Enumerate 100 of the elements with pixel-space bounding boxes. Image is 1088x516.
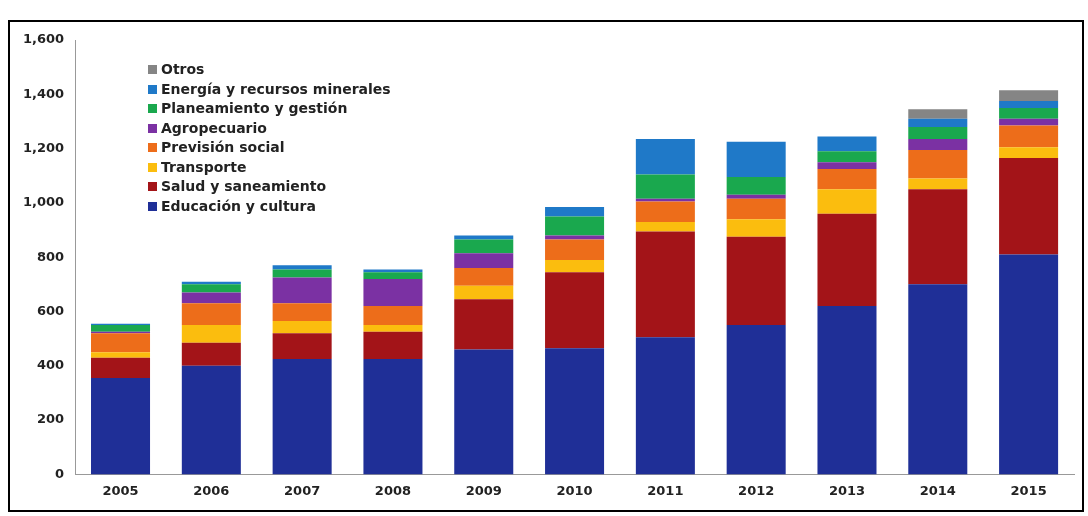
x-tick-label: 2005 (102, 482, 139, 498)
bar (817, 136, 877, 152)
bar (908, 109, 968, 119)
bar (181, 342, 241, 366)
bar (545, 206, 605, 217)
y-tick-label: 0 (55, 465, 65, 481)
bar (908, 178, 968, 190)
bar (454, 239, 514, 254)
bar (908, 118, 968, 127)
bar (635, 198, 695, 202)
bar (908, 126, 968, 140)
x-tick-label: 2009 (465, 482, 502, 498)
bar (999, 90, 1059, 102)
bar (545, 239, 605, 260)
bar (363, 269, 423, 273)
bar (726, 236, 786, 326)
bar (454, 268, 514, 286)
bar (272, 265, 332, 270)
bar (91, 333, 151, 353)
bar (363, 325, 423, 332)
bar (181, 284, 241, 293)
y-tick-label: 1,200 (23, 139, 65, 155)
bar (545, 216, 605, 236)
bar (363, 278, 423, 307)
x-tick-label: 2014 (919, 482, 956, 498)
bar (454, 299, 514, 350)
bar (635, 337, 695, 475)
bar (454, 285, 514, 300)
legend-label: Salud y saneamiento (161, 177, 327, 196)
y-tick-label: 200 (36, 411, 65, 427)
legend-label: Agropecuario (161, 118, 267, 138)
x-tick-label: 2008 (374, 482, 412, 498)
bar (726, 325, 786, 475)
x-tick-label: 2012 (738, 482, 775, 498)
x-tick-label: 2011 (647, 482, 684, 498)
bar (635, 231, 695, 338)
bar (272, 269, 332, 278)
bar (635, 201, 695, 222)
bar (726, 177, 786, 195)
x-tick-label: 2013 (828, 482, 866, 498)
legend-label: Otros (161, 60, 205, 79)
bar (726, 194, 786, 199)
y-tick-label: 1,600 (23, 31, 65, 47)
bar (363, 331, 423, 360)
bar (545, 235, 605, 240)
bar (363, 306, 423, 326)
bar (908, 139, 968, 150)
bar (817, 306, 877, 475)
legend-label: Energía y recursos minerales (161, 79, 391, 99)
bar (181, 303, 241, 326)
bar (999, 118, 1059, 126)
x-tick-label: 2006 (193, 482, 230, 498)
bar (635, 174, 695, 199)
bar (817, 213, 877, 307)
y-tick-label: 800 (36, 248, 65, 264)
legend-label: Educación y cultura (161, 196, 316, 216)
bar (545, 272, 605, 349)
bar (272, 333, 332, 360)
bar (999, 101, 1059, 108)
legend-label: Previsión social (161, 138, 285, 157)
bar (999, 125, 1059, 148)
bar (726, 219, 786, 237)
x-tick-label: 2015 (1010, 482, 1047, 498)
bar (91, 352, 151, 358)
bar (908, 149, 968, 179)
bar (91, 357, 151, 379)
bar (272, 359, 332, 475)
bar (999, 158, 1059, 255)
y-tick-label: 1,400 (23, 85, 65, 101)
x-tick-label: 2007 (284, 482, 321, 498)
bar (999, 254, 1059, 475)
bar (817, 189, 877, 214)
bar (817, 162, 877, 169)
legend-label: Planeamiento y gestión (161, 99, 348, 118)
bar (363, 272, 423, 279)
bar (91, 378, 151, 475)
bar (181, 365, 241, 475)
bar (454, 235, 514, 240)
y-tick-label: 600 (36, 302, 65, 318)
bar (272, 303, 332, 321)
bar (454, 253, 514, 269)
bar (272, 321, 332, 334)
bar (635, 221, 695, 232)
bar (545, 259, 605, 273)
bar (908, 189, 968, 285)
bar (817, 151, 877, 163)
legend-label: Transporte (161, 157, 247, 177)
bar (363, 359, 423, 475)
y-tick-label: 400 (36, 357, 65, 373)
bar (181, 325, 241, 343)
bar (545, 348, 605, 475)
bar (999, 107, 1059, 119)
bar (817, 168, 877, 190)
bar (999, 147, 1059, 159)
bar (908, 284, 968, 475)
bar (635, 139, 695, 175)
bar (91, 325, 151, 332)
y-tick-label: 1,000 (23, 194, 65, 210)
x-tick-label: 2010 (556, 482, 593, 498)
bar (454, 349, 514, 475)
